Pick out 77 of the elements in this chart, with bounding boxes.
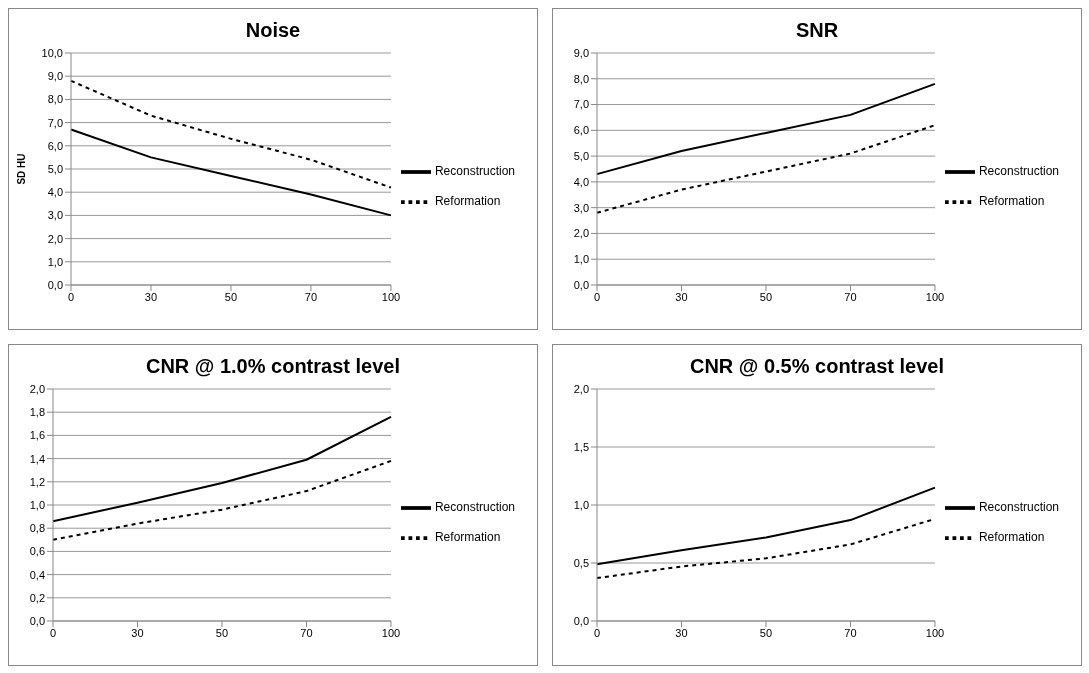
y-tick-label: 8,0: [47, 93, 63, 106]
y-tick-label: 1,8: [29, 406, 45, 419]
legend-label: Reformation: [434, 194, 501, 209]
y-tick-label: 4,0: [573, 175, 589, 188]
line-series: [70, 128, 392, 217]
y-tick-label: 0,0: [573, 278, 589, 291]
x-tick-label: 100: [381, 626, 401, 639]
y-axis-title: SD HU: [15, 153, 27, 185]
y-tick-label: 0,0: [47, 278, 63, 291]
x-tick-label: 50: [759, 626, 773, 639]
y-tick-label: 7,0: [573, 98, 589, 111]
y-tick-label: 0,5: [573, 556, 589, 569]
legend-label: Reformation: [978, 530, 1045, 545]
chart-title: SNR: [794, 19, 840, 43]
legend-label: Reconstruction: [434, 164, 515, 179]
y-tick-label: 10,0: [41, 46, 63, 59]
y-tick-label: 9,0: [573, 46, 589, 59]
legend-label: Reformation: [978, 194, 1045, 209]
x-tick-label: 50: [224, 290, 238, 303]
line-series: [52, 459, 392, 541]
x-tick-label: 30: [144, 290, 158, 303]
y-tick-label: 0,0: [29, 614, 45, 627]
y-tick-label: 3,0: [47, 209, 63, 222]
line-series: [596, 124, 936, 214]
x-tick-label: 70: [844, 290, 857, 303]
y-tick-label: 0,4: [29, 568, 45, 581]
x-tick-label: 50: [215, 626, 229, 639]
x-tick-label: 30: [675, 626, 688, 639]
y-tick-label: 1,6: [29, 429, 45, 442]
y-tick-label: 1,0: [29, 498, 45, 511]
x-tick-label: 70: [304, 290, 318, 303]
y-tick-label: 8,0: [573, 72, 589, 85]
x-tick-label: 70: [844, 626, 857, 639]
line-series: [596, 82, 936, 176]
y-tick-label: 9,0: [47, 70, 63, 83]
y-tick-label: 6,0: [573, 124, 589, 137]
y-tick-label: 1,4: [29, 452, 45, 465]
y-tick-label: 2,0: [47, 232, 63, 245]
legend-label: Reconstruction: [434, 500, 515, 515]
y-tick-label: 1,2: [29, 475, 45, 488]
y-tick-label: 0,8: [29, 522, 45, 535]
x-tick-label: 0: [67, 290, 75, 303]
y-tick-label: 1,0: [573, 498, 589, 511]
line-series: [70, 79, 392, 189]
y-tick-label: 2,0: [573, 227, 589, 240]
x-tick-label: 100: [925, 290, 945, 303]
legend-label: Reformation: [434, 530, 501, 545]
y-tick-label: 0,6: [29, 545, 45, 558]
y-tick-label: 2,0: [573, 382, 589, 395]
x-tick-label: 70: [300, 626, 313, 639]
y-tick-label: 1,5: [573, 440, 589, 453]
y-tick-label: 7,0: [47, 116, 63, 129]
y-tick-label: 3,0: [573, 201, 589, 214]
chart-title: Noise: [244, 19, 302, 43]
legend-label: Reconstruction: [978, 500, 1059, 515]
x-tick-label: 30: [131, 626, 144, 639]
x-tick-label: 0: [593, 290, 601, 303]
x-tick-label: 0: [49, 626, 57, 639]
line-series: [596, 486, 936, 566]
y-tick-label: 5,0: [47, 162, 63, 175]
y-tick-label: 1,0: [47, 255, 63, 268]
chart-title: CNR @ 1.0% contrast level: [144, 355, 401, 379]
x-tick-label: 0: [593, 626, 601, 639]
y-tick-label: 5,0: [573, 150, 589, 163]
y-tick-label: 6,0: [47, 139, 63, 152]
chart-title: CNR @ 0.5% contrast level: [688, 355, 945, 379]
y-tick-label: 2,0: [29, 382, 45, 395]
x-tick-label: 100: [381, 290, 401, 303]
x-tick-label: 100: [925, 626, 945, 639]
x-tick-label: 50: [759, 290, 773, 303]
x-tick-label: 30: [675, 290, 688, 303]
y-tick-label: 0,0: [573, 614, 589, 627]
y-tick-label: 0,2: [29, 591, 45, 604]
y-tick-label: 4,0: [47, 186, 63, 199]
legend-label: Reconstruction: [978, 164, 1059, 179]
line-series: [52, 415, 392, 523]
y-tick-label: 1,0: [573, 253, 589, 266]
